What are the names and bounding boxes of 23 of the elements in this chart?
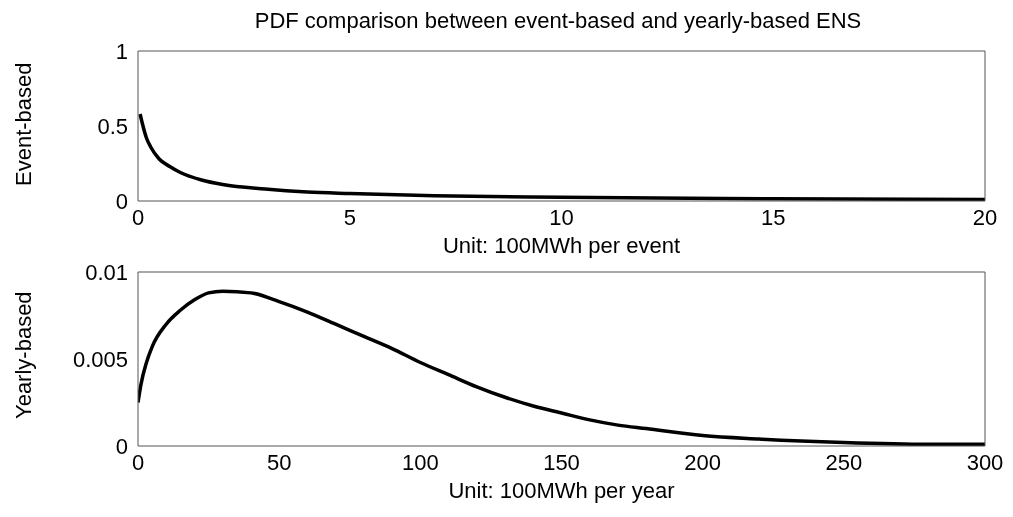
y-tick-label: 0 <box>115 433 128 459</box>
x-tick-label: 0 <box>131 204 145 230</box>
x-tick-label: 250 <box>825 449 863 475</box>
x-axis-title: Unit: 100MWh per event <box>442 233 681 258</box>
y-tick-label: 0 <box>115 188 128 214</box>
x-tick-label: 100 <box>401 449 439 475</box>
y-tick-label: 1 <box>115 38 128 64</box>
y-axis-title: Event-based <box>10 62 36 186</box>
x-axis-title: Unit: 100MWh per year <box>448 478 675 503</box>
y-tick-label: 0.005 <box>72 346 128 372</box>
x-tick-label: 200 <box>684 449 722 475</box>
x-tick-label: 15 <box>761 204 786 230</box>
y-tick-label: 0.01 <box>85 259 128 285</box>
x-tick-label: 0 <box>131 449 145 475</box>
x-tick-label: 150 <box>543 449 580 475</box>
x-tick-label: 5 <box>343 204 356 230</box>
x-tick-label: 10 <box>549 204 574 230</box>
x-tick-label: 300 <box>966 449 1004 475</box>
x-tick-label: 50 <box>266 449 292 475</box>
chart-title: PDF comparison between event-based and yearly-based ENS <box>254 8 862 33</box>
y-tick-label: 0.5 <box>97 113 128 139</box>
y-axis-title: Yearly-based <box>10 291 36 419</box>
x-tick-label: 20 <box>972 204 998 230</box>
